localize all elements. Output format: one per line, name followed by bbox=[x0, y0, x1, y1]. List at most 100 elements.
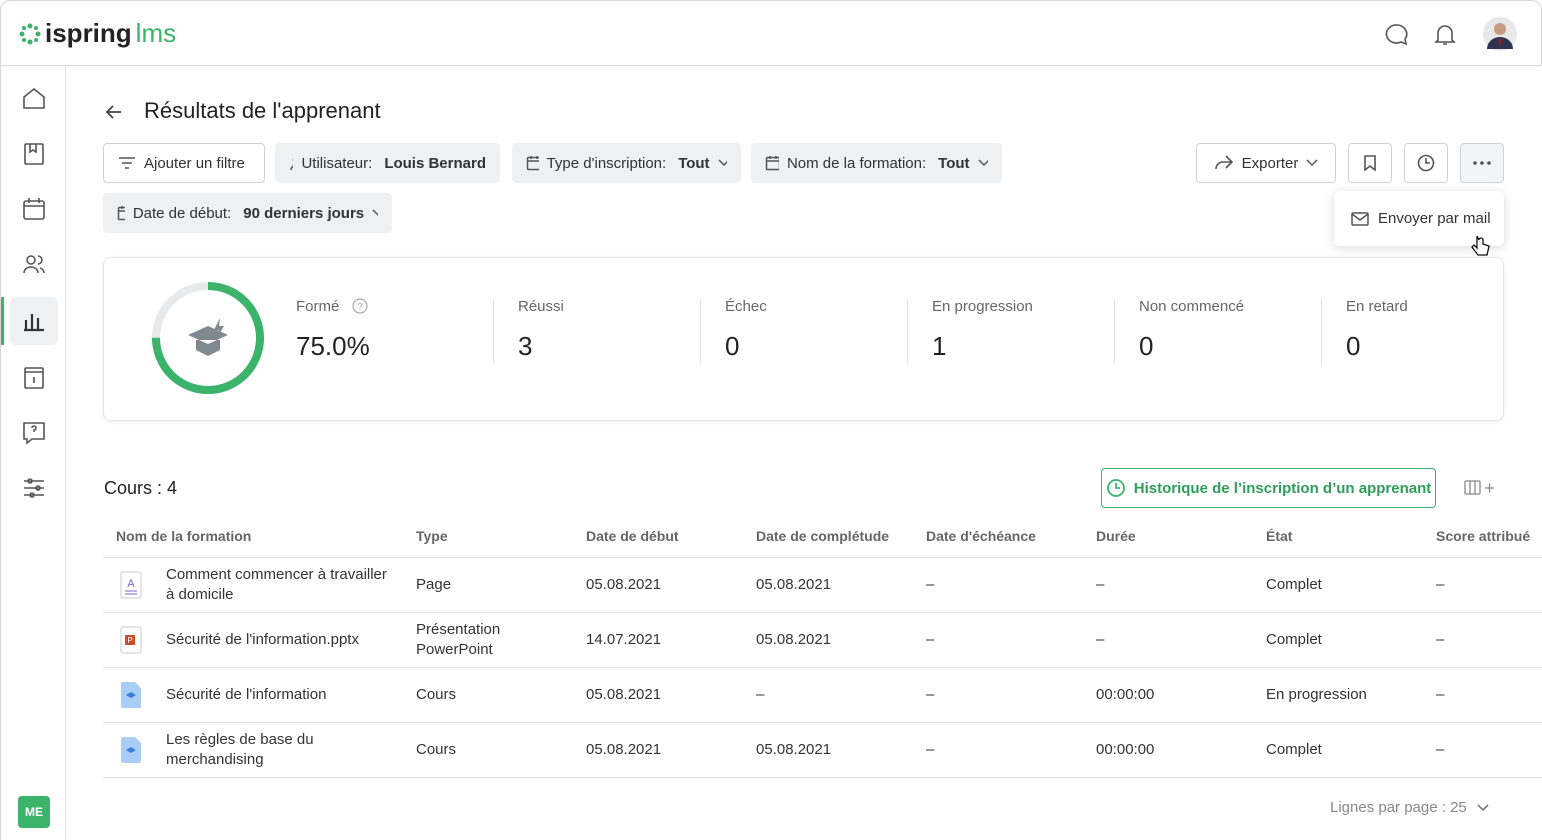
table-cell: 05.08.2021 bbox=[756, 631, 832, 648]
stat-divider bbox=[493, 298, 494, 364]
history-enrollment-button[interactable]: Historique de l’inscription d’un apprena… bbox=[1101, 468, 1436, 508]
filter-value: Louis Bernard bbox=[384, 154, 486, 172]
filter-value: Tout bbox=[938, 154, 970, 172]
bookmark-button[interactable] bbox=[1348, 143, 1392, 183]
row-divider bbox=[103, 777, 1542, 778]
row-divider bbox=[103, 557, 1542, 558]
row-divider bbox=[103, 722, 1542, 723]
logo-brand: ispring bbox=[45, 18, 132, 48]
stat-value: 0 bbox=[1346, 331, 1361, 361]
filter-label: Nom de la formation: bbox=[786, 154, 927, 172]
stat-label: En retard bbox=[1346, 298, 1408, 315]
table-cell: – bbox=[926, 686, 935, 703]
table-cell: Complet bbox=[1266, 631, 1322, 648]
filter-chip[interactable]: Utilisateur: Louis Bernard bbox=[275, 143, 500, 183]
bell-icon[interactable] bbox=[1433, 22, 1457, 48]
logo-product: lms bbox=[135, 18, 177, 48]
table-cell[interactable]: Comment commencer à travailler à domicil… bbox=[166, 566, 387, 603]
table-cell: 00:00:00 bbox=[1096, 741, 1155, 758]
sidebar: ME bbox=[0, 66, 66, 840]
filter-chip[interactable]: Nom de la formation: Tout bbox=[751, 143, 1002, 183]
user-avatar[interactable] bbox=[1482, 16, 1518, 52]
table-cell[interactable]: Sécurité de l'information bbox=[166, 686, 327, 703]
stat-label: En progression bbox=[932, 298, 1033, 315]
file-icon bbox=[121, 682, 141, 708]
stat-value: 75.0% bbox=[296, 331, 370, 361]
columns-button[interactable] bbox=[1464, 480, 1496, 496]
more-button[interactable] bbox=[1460, 143, 1504, 183]
filter-chip[interactable]: Date de début: 90 derniers jours bbox=[103, 193, 392, 233]
table-cell: 05.08.2021 bbox=[586, 741, 662, 758]
table-cell: – bbox=[926, 741, 935, 758]
button-label: Historique de l’inscription d’un apprena… bbox=[1133, 479, 1432, 497]
stat-label-text: Formé bbox=[296, 298, 340, 315]
svg-text:P: P bbox=[127, 636, 132, 645]
file-icon: A bbox=[120, 571, 142, 599]
export-label: Exporter bbox=[1241, 154, 1299, 172]
column-header: Durée bbox=[1096, 528, 1136, 544]
user-initials[interactable]: ME bbox=[18, 796, 50, 828]
file-icon: P bbox=[120, 626, 142, 654]
pagination[interactable]: Lignes par page : 25 bbox=[1330, 799, 1489, 816]
menu-item[interactable]: Envoyer par mail bbox=[1378, 210, 1491, 227]
stat-label: Non commencé bbox=[1139, 298, 1245, 315]
svg-text:A: A bbox=[127, 578, 135, 590]
logo: ispring lms bbox=[45, 18, 176, 48]
chat-icon[interactable] bbox=[1384, 22, 1410, 48]
ring-progress bbox=[152, 282, 264, 394]
stat-value: 1 bbox=[932, 331, 947, 361]
filter-chip[interactable]: Type d'inscription: Tout bbox=[512, 143, 741, 183]
active-nav-bg bbox=[10, 297, 58, 345]
row-divider bbox=[103, 667, 1542, 668]
column-header: Type bbox=[416, 528, 448, 544]
table-cell: – bbox=[1436, 741, 1445, 758]
rows-per-page: Lignes par page : 25 bbox=[1330, 799, 1467, 816]
table-cell: – bbox=[756, 686, 765, 703]
column-header: État bbox=[1266, 528, 1293, 544]
add-filter[interactable]: Ajouter un filtre bbox=[103, 143, 265, 183]
stats-card: Formé ? 75.0% Réussi 3 Échec 0 En progressio… bbox=[103, 257, 1504, 421]
nav-icons[interactable] bbox=[21, 86, 47, 546]
stat-label: Réussi bbox=[518, 298, 564, 315]
history-button[interactable] bbox=[1404, 143, 1448, 183]
filter-label: Utilisateur: bbox=[301, 154, 373, 172]
table-cell: 05.08.2021 bbox=[756, 576, 832, 593]
stat-divider bbox=[1321, 298, 1322, 364]
back-arrow[interactable] bbox=[104, 102, 124, 122]
stat-value: 0 bbox=[725, 331, 740, 361]
filter-label: Type d'inscription: bbox=[546, 154, 667, 172]
table-cell: – bbox=[1436, 686, 1445, 703]
table-cell[interactable]: Sécurité de l'information.pptx bbox=[166, 631, 359, 648]
stat-divider bbox=[1114, 298, 1115, 364]
table-cell: – bbox=[1436, 631, 1445, 648]
table-cell: – bbox=[926, 631, 935, 648]
svg-text:?: ? bbox=[357, 302, 363, 313]
column-header: Date de complétude bbox=[756, 528, 890, 544]
table-cell: 14.07.2021 bbox=[586, 631, 662, 648]
course-count: Cours : 4 bbox=[104, 478, 178, 498]
column-header: Nom de la formation bbox=[116, 528, 252, 544]
stat-label: Échec bbox=[725, 298, 767, 315]
table-cell: 05.08.2021 bbox=[586, 576, 662, 593]
table-cell: Complet bbox=[1266, 576, 1322, 593]
stat-value: 3 bbox=[518, 331, 533, 361]
table-cell: Page bbox=[416, 576, 452, 593]
column-header: Date de début bbox=[586, 528, 679, 544]
table-cell: 05.08.2021 bbox=[586, 686, 662, 703]
help-icon[interactable]: ? bbox=[351, 298, 368, 314]
table-cell: En progression bbox=[1266, 686, 1367, 703]
table-cell: – bbox=[1096, 576, 1105, 593]
filter-label: Ajouter un filtre bbox=[144, 154, 245, 172]
page-title: Résultats de l'apprenant bbox=[144, 98, 381, 123]
filter-value: Tout bbox=[678, 154, 710, 172]
table-cell: 05.08.2021 bbox=[756, 741, 832, 758]
table-cell: – bbox=[926, 576, 935, 593]
dropdown-menu: Envoyer par mail bbox=[1334, 191, 1504, 246]
stat-divider bbox=[907, 298, 908, 364]
filter-value: 90 derniers jours bbox=[243, 204, 365, 222]
table-cell[interactable]: Les règles de base du merchandising bbox=[166, 731, 314, 768]
file-icon bbox=[121, 737, 141, 763]
stat-value: 0 bbox=[1139, 331, 1154, 361]
export-button[interactable]: Exporter bbox=[1196, 143, 1336, 183]
